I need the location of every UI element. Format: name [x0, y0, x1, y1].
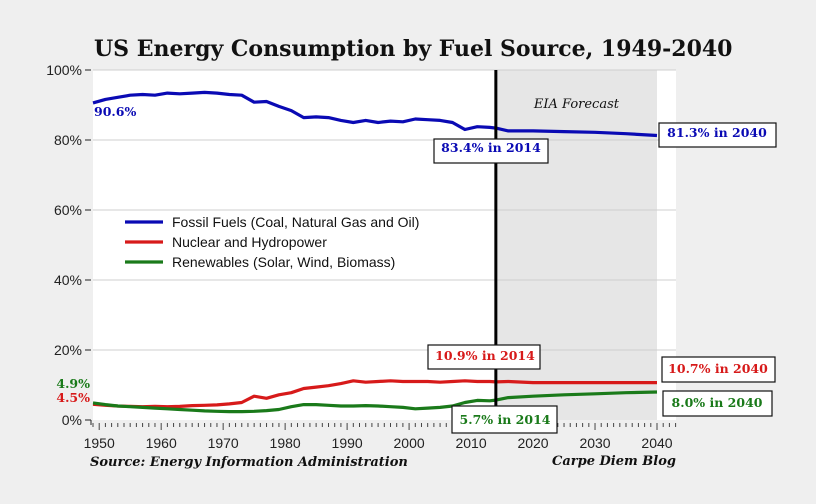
x-axis: 1950 1960 1970 1980 1990 2000 2010 2020 2030 2040	[84, 423, 677, 451]
annotation-label: 90.6%	[94, 104, 136, 119]
y-tick-label: 40%	[54, 272, 82, 288]
legend-label: Nuclear and Hydropower	[172, 234, 327, 250]
forecast-label: EIA Forecast	[533, 97, 620, 112]
x-tick-label: 1970	[208, 435, 239, 451]
x-tick-label: 1980	[270, 435, 301, 451]
x-tick-label: 2030	[579, 435, 610, 451]
y-axis: 0% 20% 40% 60% 80% 100%	[46, 62, 92, 428]
y-tick-label: 80%	[54, 132, 82, 148]
annotation-label: 81.3% in 2040	[667, 125, 767, 140]
annotation-box	[451, 405, 558, 434]
y-tick-label: 0%	[62, 412, 82, 428]
annotation-box	[658, 122, 777, 148]
legend: Fossil Fuels (Coal, Natural Gas and Oil)…	[125, 214, 419, 270]
x-tick-label: 2040	[641, 435, 672, 451]
gridlines	[93, 69, 676, 351]
series-line-nuclear	[92, 379, 657, 409]
annotation-label: 8.0% in 2040	[672, 395, 763, 410]
annotation-box	[661, 356, 776, 383]
x-tick-label: 1990	[332, 435, 363, 451]
annotation-label: 10.7% in 2040	[668, 361, 768, 376]
annotation-label: 83.4% in 2014	[441, 140, 541, 155]
annotation-label: 5.7% in 2014	[460, 412, 551, 427]
annotation-box	[427, 344, 541, 370]
source-note: Source: Energy Information Administratio…	[90, 455, 408, 470]
series-line-renewables	[92, 390, 658, 414]
legend-label: Renewables (Solar, Wind, Biomass)	[172, 254, 395, 270]
legend-label: Fossil Fuels (Coal, Natural Gas and Oil)	[172, 214, 419, 230]
x-tick-label: 1960	[146, 435, 177, 451]
x-tick-label: 1950	[84, 435, 115, 451]
chart-title: US Energy Consumption by Fuel Source, 19…	[94, 36, 733, 62]
y-tick-label: 20%	[54, 342, 82, 358]
x-tick-label: 2010	[455, 435, 486, 451]
annotation-box	[662, 390, 773, 417]
x-tick-label: 2000	[394, 435, 425, 451]
y-tick-label: 100%	[46, 62, 82, 78]
annotation-box	[433, 138, 549, 164]
y-tick-label: 60%	[54, 202, 82, 218]
annotation-label: 10.9% in 2014	[435, 348, 535, 363]
annotation-label: 4.9%	[56, 376, 90, 391]
annotations: 90.6% 83.4% in 2014 81.3% in 2040 4.9%4.5% 1…	[56, 104, 777, 434]
plot-area: EIA Forecast	[93, 70, 676, 420]
x-tick-label: 2020	[517, 435, 548, 451]
credit-note: Carpe Diem Blog	[552, 454, 676, 469]
series-line-fossil	[92, 90, 658, 138]
annotation-label: 4.5%	[56, 390, 90, 405]
